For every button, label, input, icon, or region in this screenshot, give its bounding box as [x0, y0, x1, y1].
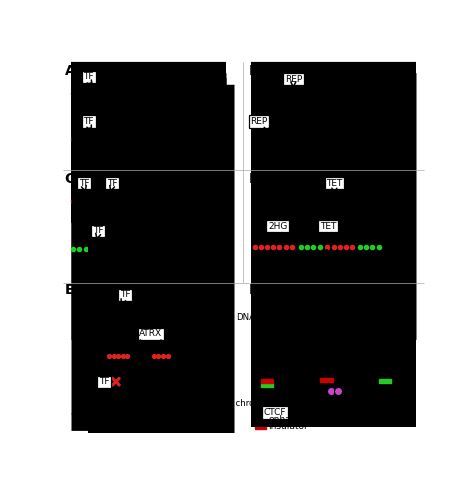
Text: A: A: [64, 64, 75, 78]
Text: REP: REP: [251, 117, 268, 126]
Text: D: D: [248, 172, 260, 186]
Text: gene: gene: [182, 190, 205, 198]
Text: REP: REP: [285, 75, 302, 84]
Text: E: E: [64, 283, 74, 297]
Text: TET: TET: [326, 178, 343, 188]
Text: gene: gene: [269, 350, 292, 364]
Text: promoter: promoter: [95, 257, 139, 266]
Text: closed chromatin: closed chromatin: [205, 399, 279, 408]
Text: gene: gene: [173, 128, 198, 137]
Text: B: B: [248, 64, 259, 78]
Text: TF: TF: [99, 377, 109, 386]
Text: TF: TF: [79, 178, 89, 188]
Text: F: F: [248, 283, 258, 297]
Text: gene: gene: [183, 82, 207, 90]
Bar: [261, 380, 273, 383]
Text: gene: gene: [387, 346, 409, 360]
Bar: [261, 383, 273, 387]
Text: promoter: promoter: [95, 148, 139, 157]
Bar: [255, 424, 266, 429]
Text: gene: gene: [369, 82, 393, 90]
Text: gene: gene: [182, 237, 205, 246]
Text: C: C: [64, 172, 75, 186]
Text: gene: gene: [328, 348, 351, 363]
Text: TF: TF: [83, 72, 94, 81]
Text: CTCF: CTCF: [264, 408, 286, 417]
Text: nucleosome: nucleosome: [156, 291, 208, 300]
Text: TF: TF: [107, 178, 117, 188]
Text: insulator: insulator: [268, 422, 308, 431]
Text: DNA: DNA: [236, 312, 255, 322]
Text: enhancer: enhancer: [268, 415, 311, 424]
Text: gene: gene: [369, 128, 393, 137]
Text: TF: TF: [93, 226, 103, 235]
Text: promoter: promoter: [95, 102, 139, 110]
Text: promoter: promoter: [301, 148, 345, 157]
Text: promoter: promoter: [95, 209, 139, 218]
Bar: [255, 417, 266, 422]
Text: TF: TF: [83, 117, 94, 126]
Bar: [379, 380, 391, 383]
Text: TET: TET: [320, 222, 337, 231]
Text: ATRX: ATRX: [139, 330, 162, 338]
Text: TF: TF: [120, 290, 130, 299]
Bar: [320, 378, 333, 382]
Text: promoter: promoter: [285, 102, 329, 110]
Text: 2HG: 2HG: [268, 222, 288, 231]
